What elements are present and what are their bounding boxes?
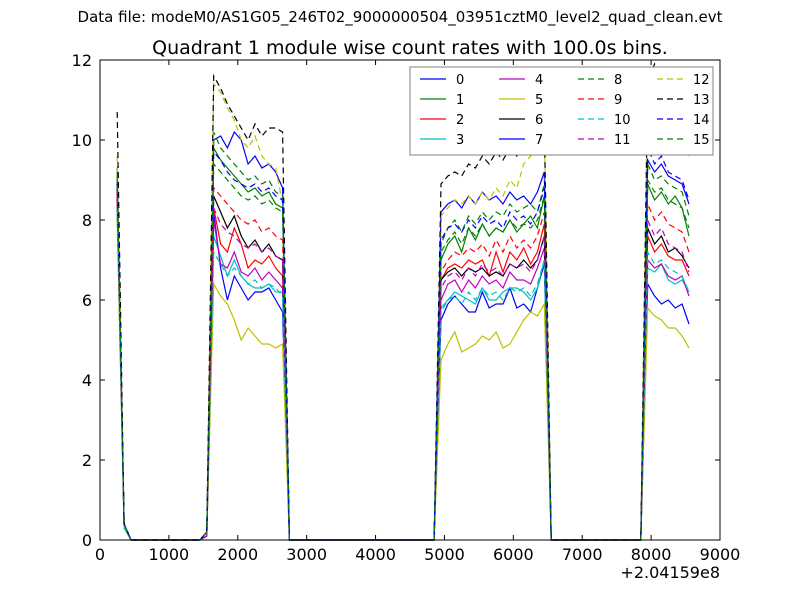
legend-label: 10 <box>614 113 631 128</box>
series-line-9 <box>116 186 690 541</box>
series-line-15 <box>116 162 690 541</box>
chart-title: Quadrant 1 module wise count rates with … <box>152 37 668 59</box>
series-line-1 <box>116 145 690 541</box>
series-line-11 <box>116 195 690 541</box>
series-line-7 <box>116 130 690 541</box>
series-line-2 <box>116 203 690 541</box>
y-tick-label: 4 <box>82 371 92 390</box>
y-tick-label: 12 <box>72 51 92 70</box>
legend-label: 2 <box>456 113 464 128</box>
x-tick-label: 2000 <box>217 545 258 564</box>
legend-label: 6 <box>535 113 543 128</box>
x-tick-label: 7000 <box>562 545 603 564</box>
legend-label: 13 <box>693 93 710 108</box>
legend-label: 9 <box>614 93 622 108</box>
x-tick-label: 0 <box>95 545 105 564</box>
x-tick-label: 4000 <box>355 545 396 564</box>
legend-label: 3 <box>456 133 464 148</box>
y-tick-label: 8 <box>82 211 92 230</box>
y-tick-label: 10 <box>72 131 92 150</box>
x-tick-label: 8000 <box>631 545 672 564</box>
y-tick-label: 0 <box>82 531 92 550</box>
legend-label: 12 <box>693 73 710 88</box>
legend-label: 7 <box>535 133 543 148</box>
legend-label: 5 <box>535 93 543 108</box>
x-tick-label: 6000 <box>493 545 534 564</box>
x-tick-label: 9000 <box>700 545 741 564</box>
legend-label: 15 <box>693 133 710 148</box>
legend-label: 8 <box>614 73 622 88</box>
suptitle: Data file: modeM0/AS1G05_246T02_90000005… <box>77 8 723 26</box>
legend-label: 0 <box>456 73 464 88</box>
y-tick-label: 6 <box>82 291 92 310</box>
y-tick-label: 2 <box>82 451 92 470</box>
x-axis: 0 1000 2000 3000 4000 5000 6000 7000 8000 9000 <box>95 60 740 564</box>
x-axis-offset-label: +2.04159e8 <box>620 563 720 582</box>
legend-label: 1 <box>456 93 464 108</box>
x-tick-label: 3000 <box>286 545 327 564</box>
series-line-4 <box>116 199 690 541</box>
series-line-8 <box>116 131 690 541</box>
series-line-0 <box>116 195 690 541</box>
legend-box <box>409 66 714 156</box>
series-line-14 <box>116 147 690 541</box>
x-tick-label: 1000 <box>149 545 190 564</box>
series-line-5 <box>116 219 690 541</box>
legend-label: 14 <box>693 113 710 128</box>
x-tick-label: 5000 <box>424 545 465 564</box>
series-line-10 <box>116 207 690 541</box>
legend-label: 11 <box>614 133 631 148</box>
series-line-3 <box>116 211 690 541</box>
legend-label: 4 <box>535 73 543 88</box>
series-line-6 <box>116 187 690 541</box>
